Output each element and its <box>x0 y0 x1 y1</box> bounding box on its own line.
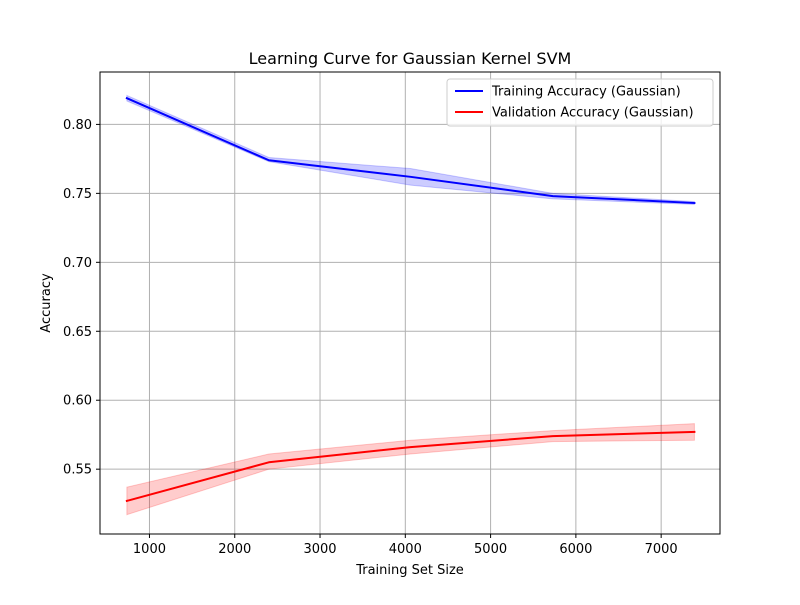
x-tick-label: 2000 <box>218 542 251 557</box>
confidence-band-series-0 <box>126 94 695 205</box>
x-tick-label: 5000 <box>474 542 507 557</box>
series-line-0 <box>125 96 696 205</box>
y-tick-label: 0.70 <box>63 256 92 271</box>
legend-box <box>446 78 714 127</box>
legend-label-series-0: Training Accuracy (Gaussian) <box>491 85 681 100</box>
x-tick-label: 4000 <box>389 542 422 557</box>
plot-area-frame <box>99 71 721 535</box>
legend-label-series-1: Validation Accuracy (Gaussian) <box>492 106 694 121</box>
x-tick-label: 1000 <box>133 542 166 557</box>
y-tick-label: 0.60 <box>63 394 92 409</box>
x-tick-label: 7000 <box>645 542 678 557</box>
series-line-1 <box>125 430 696 503</box>
chart-title: Learning Curve for Gaussian Kernel SVM <box>249 49 572 68</box>
x-tick-label: 3000 <box>303 542 336 557</box>
x-axis-label: Training Set Size <box>355 563 464 578</box>
y-tick-label: 0.75 <box>63 187 92 202</box>
legend: Training Accuracy (Gaussian) Validation A… <box>446 78 714 127</box>
axis-ticks: 1000 2000 3000 4000 5000 6000 7000 0.55 0.60 0.65… <box>63 118 678 557</box>
y-axis-label: Accuracy <box>39 273 54 333</box>
y-tick-label: 0.80 <box>63 118 92 133</box>
grid <box>100 72 720 534</box>
x-tick-label: 6000 <box>559 542 592 557</box>
y-tick-label: 0.65 <box>63 325 92 340</box>
series-lines <box>125 96 696 503</box>
y-tick-label: 0.55 <box>63 463 92 478</box>
